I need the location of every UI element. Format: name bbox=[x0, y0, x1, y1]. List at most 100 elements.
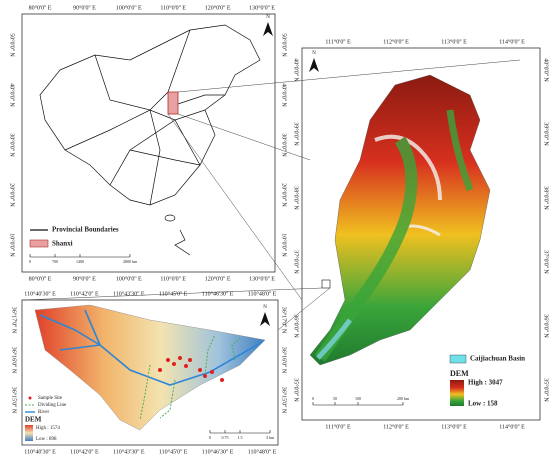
lon-label: 120°0'0'' E bbox=[205, 4, 231, 11]
scale-label: 2800 km bbox=[123, 259, 138, 264]
lat-label: 36°17'0'' N bbox=[11, 307, 18, 334]
scale-bar bbox=[209, 430, 271, 434]
legend-ramp bbox=[450, 380, 464, 406]
legend-label: River bbox=[38, 410, 49, 415]
scale-label: 0 bbox=[312, 396, 314, 401]
lon-label: 120°0'0'' E bbox=[205, 275, 231, 282]
lat-label: 37°0'0'' N bbox=[543, 250, 550, 274]
lon-label: 80°0'0'' E bbox=[29, 4, 52, 11]
north-arrow bbox=[309, 58, 319, 72]
dividing-lines bbox=[139, 334, 241, 421]
legend-title: DEM bbox=[25, 416, 42, 424]
connectors bbox=[21, 59, 521, 331]
lat-label: 36°15'0'' N bbox=[11, 387, 18, 414]
lat-label: 38°0'0'' N bbox=[293, 186, 300, 210]
lon-label: 110°0'0'' E bbox=[160, 275, 186, 282]
dem-texture bbox=[315, 109, 474, 362]
scale-label: 1400 bbox=[76, 259, 84, 264]
lon-label: 100°0'0'' E bbox=[116, 4, 142, 11]
lon-label: 110°43'30'' E bbox=[113, 290, 145, 297]
legend-swatch bbox=[29, 239, 49, 248]
lon-label: 110°46'30'' E bbox=[202, 290, 234, 297]
lat-label: 37°0'0'' N bbox=[293, 250, 300, 274]
lon-label: 110°48'0'' E bbox=[248, 448, 277, 455]
north-arrow bbox=[260, 312, 270, 326]
lon-label: 114°0'0'' E bbox=[499, 423, 525, 430]
lon-label: 80°0'0'' E bbox=[29, 275, 52, 282]
scale-label: 1.5 bbox=[238, 435, 243, 440]
scale-bar bbox=[29, 254, 131, 258]
lat-label: 20°0'0'' N bbox=[281, 183, 288, 207]
lat-label: 30°0'0'' N bbox=[281, 133, 288, 157]
legend-label: Sample Site bbox=[38, 396, 63, 401]
legend-label: Caijiachuan Basin bbox=[470, 355, 525, 363]
scale-label: 0 bbox=[29, 259, 31, 264]
china-outline bbox=[39, 24, 261, 256]
lat-label: 36°17'0'' N bbox=[281, 307, 288, 334]
lon-label: 110°42'0'' E bbox=[70, 290, 99, 297]
scale-label: 0 bbox=[209, 435, 211, 440]
lat-label: 36°16'0'' N bbox=[11, 347, 18, 374]
scale-label: 0.75 bbox=[222, 435, 229, 440]
lon-label: 110°42'0'' E bbox=[70, 448, 99, 455]
lat-label: 36°0'0'' N bbox=[293, 314, 300, 338]
lat-label: 36°0'0'' N bbox=[543, 314, 550, 338]
lat-label: 30°0'0'' N bbox=[9, 133, 16, 157]
lat-label: 35°0'0'' N bbox=[293, 378, 300, 402]
lon-label: 111°0'0'' E bbox=[325, 423, 351, 430]
scale-label: 100 bbox=[355, 396, 361, 401]
shanxi-highlight bbox=[167, 91, 179, 115]
legend-swatch bbox=[449, 354, 467, 364]
lon-label: 112°0'0'' E bbox=[383, 423, 409, 430]
lat-label: 39°0'0'' N bbox=[293, 122, 300, 146]
lat-label: 40°0'0'' N bbox=[281, 83, 288, 107]
lat-label: 36°15'0'' N bbox=[281, 387, 288, 414]
lon-label: 90°0'0'' E bbox=[73, 4, 96, 11]
legend-label: Provincial Boundaries bbox=[52, 226, 119, 234]
scale-bar bbox=[312, 402, 404, 406]
lon-label: 113°0'0'' E bbox=[441, 423, 467, 430]
sample-sites bbox=[158, 356, 224, 382]
lon-label: 130°0'0'' E bbox=[249, 4, 275, 11]
lon-label: 110°40'30'' E bbox=[24, 448, 56, 455]
lon-label: 111°0'0'' E bbox=[325, 38, 351, 45]
lat-label: 38°0'0'' N bbox=[543, 186, 550, 210]
lat-label: 36°16'0'' N bbox=[281, 347, 288, 374]
legend-title: DEM bbox=[450, 369, 469, 378]
lon-label: 100°0'0'' E bbox=[116, 275, 142, 282]
north-label: N bbox=[263, 305, 267, 310]
north-arrow bbox=[263, 22, 273, 36]
lat-label: 20°0'0'' N bbox=[9, 183, 16, 207]
lon-label: 130°0'0'' E bbox=[249, 275, 275, 282]
lon-label: 114°0'0'' E bbox=[499, 38, 525, 45]
lon-label: 110°40'30'' E bbox=[24, 290, 56, 297]
lat-label: 50°0'0'' N bbox=[9, 33, 16, 57]
scale-label: 700 bbox=[52, 259, 58, 264]
legend-label: High : 1574 bbox=[36, 426, 60, 431]
lon-label: 110°46'30'' E bbox=[202, 448, 234, 455]
scale-label: 200 km bbox=[397, 396, 410, 401]
legend-label: Low : 898 bbox=[36, 437, 57, 442]
lon-label: 110°48'0'' E bbox=[248, 290, 277, 297]
north-label: N bbox=[266, 15, 270, 20]
basin-dem bbox=[34, 304, 266, 431]
scale-label: 50 bbox=[333, 396, 337, 401]
north-label: N bbox=[312, 51, 316, 56]
lat-label: 35°0'0'' N bbox=[543, 378, 550, 402]
legend-label: Dividing Line bbox=[38, 403, 67, 408]
lat-label: 50°0'0'' N bbox=[281, 33, 288, 57]
china-frame bbox=[21, 13, 276, 273]
legend-ramp bbox=[25, 425, 33, 441]
lon-label: 110°0'0'' E bbox=[160, 4, 186, 11]
lat-label: 39°0'0'' N bbox=[543, 122, 550, 146]
lon-label: 112°0'0'' E bbox=[383, 38, 409, 45]
scale-label: 3 km bbox=[266, 435, 275, 440]
legend-marker bbox=[28, 396, 32, 400]
lon-label: 110°45'0'' E bbox=[159, 290, 188, 297]
legend-label: Low : 158 bbox=[468, 400, 498, 408]
legend-label: High : 3047 bbox=[468, 379, 503, 387]
lon-label: 113°0'0'' E bbox=[441, 38, 467, 45]
lat-label: 40°0'0'' N bbox=[293, 58, 300, 82]
lat-label: 40°0'0'' N bbox=[543, 58, 550, 82]
